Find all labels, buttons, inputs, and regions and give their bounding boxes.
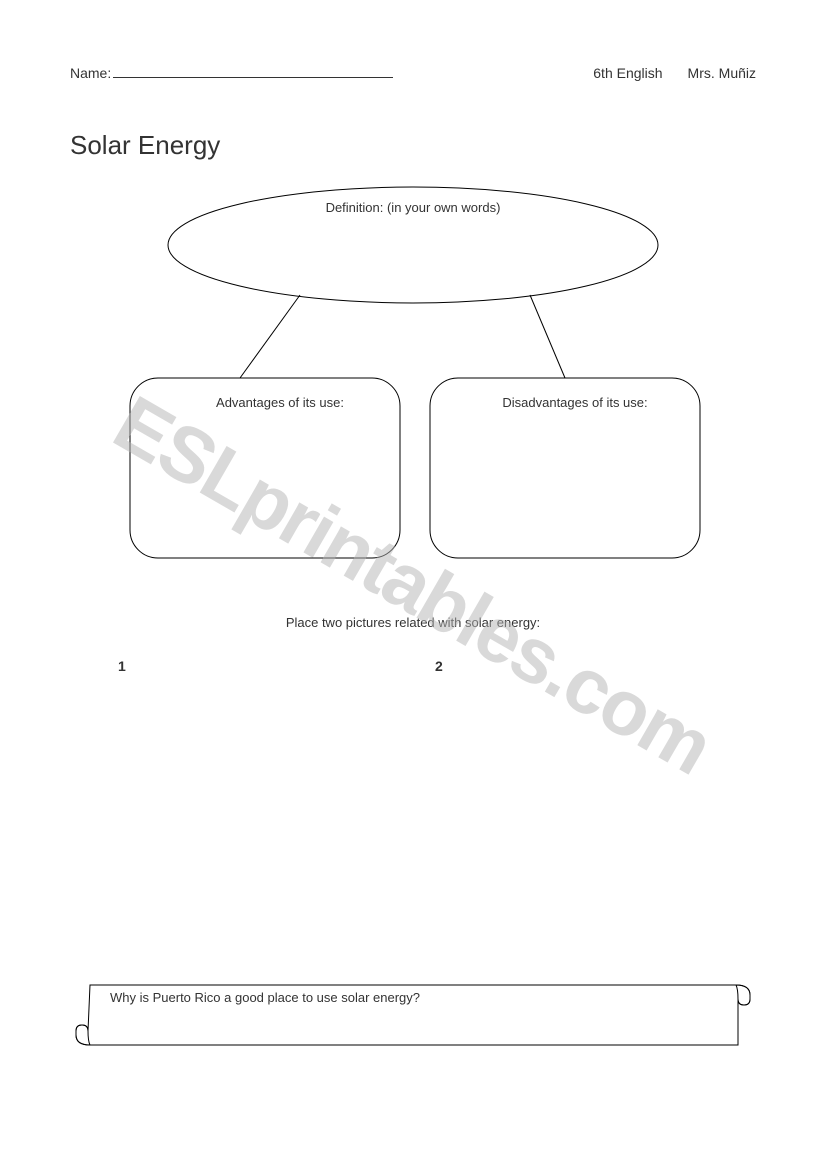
teacher-label: Mrs. Muñiz (688, 65, 756, 81)
scroll-banner (70, 975, 756, 1060)
page-title: Solar Energy (70, 130, 220, 161)
disadvantages-label: Disadvantages of its use: (445, 395, 705, 410)
connector-left (240, 295, 300, 378)
worksheet-header: Name: 6th English Mrs. Muñiz (70, 65, 756, 81)
header-right: 6th English Mrs. Muñiz (593, 65, 756, 81)
diagram-svg (0, 175, 826, 595)
picture-number-1: 1 (118, 658, 126, 674)
pictures-instruction: Place two pictures related with solar en… (0, 615, 826, 630)
definition-label: Definition: (in your own words) (0, 200, 826, 215)
name-field: Name: (70, 65, 393, 81)
name-blank-line[interactable] (113, 77, 393, 78)
connector-right (530, 295, 565, 378)
scroll-svg (70, 975, 756, 1060)
scroll-curl-left (76, 1025, 90, 1045)
class-label: 6th English (593, 65, 662, 81)
name-label: Name: (70, 65, 111, 81)
graphic-organizer (0, 175, 826, 595)
scroll-curl-right (736, 985, 750, 1005)
advantages-label: Advantages of its use: (150, 395, 410, 410)
picture-number-2: 2 (435, 658, 443, 674)
question-text: Why is Puerto Rico a good place to use s… (110, 990, 420, 1005)
